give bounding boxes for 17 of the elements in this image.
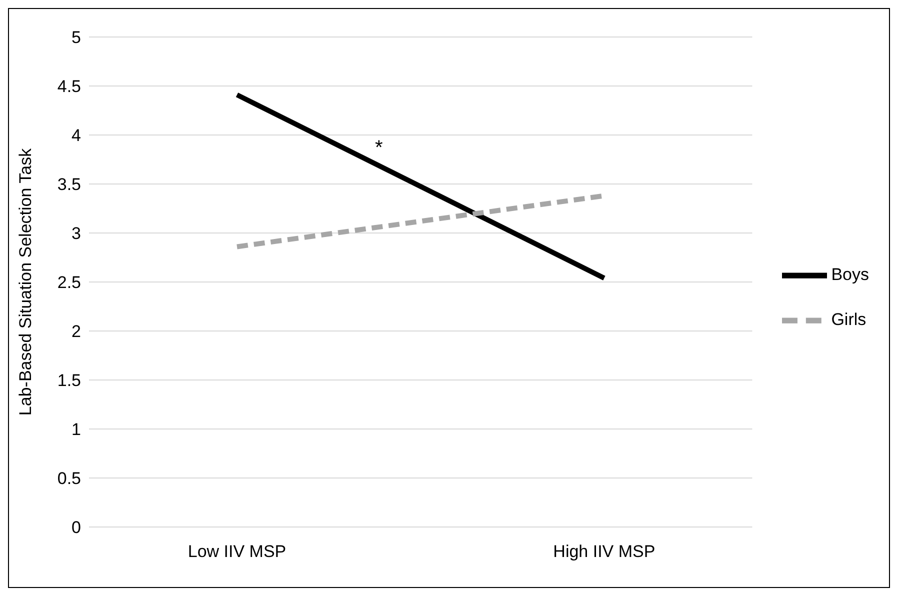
y-tick-label: 2.5 xyxy=(57,273,81,292)
y-tick-label: 4 xyxy=(72,126,81,146)
y-tick-label: 1.5 xyxy=(57,371,81,390)
x-tick-label: High IIV MSP xyxy=(553,542,656,562)
y-tick-label: 0 xyxy=(72,518,81,538)
y-tick-label: 0.5 xyxy=(57,469,81,488)
y-tick-label: 5 xyxy=(72,28,81,48)
y-axis-title: Lab-Based Situation Selection Task xyxy=(16,148,36,416)
legend-label: Girls xyxy=(831,310,866,329)
y-tick-label: 1 xyxy=(72,420,81,440)
annotation: * xyxy=(375,137,383,160)
y-tick-label: 2 xyxy=(72,322,81,342)
legend-label: Boys xyxy=(831,264,869,284)
y-tick-label: 3.5 xyxy=(57,175,81,194)
y-tick-label: 4.5 xyxy=(57,77,81,96)
y-tick-label: 3 xyxy=(72,224,81,244)
x-tick-label: Low IIV MSP xyxy=(188,542,286,562)
